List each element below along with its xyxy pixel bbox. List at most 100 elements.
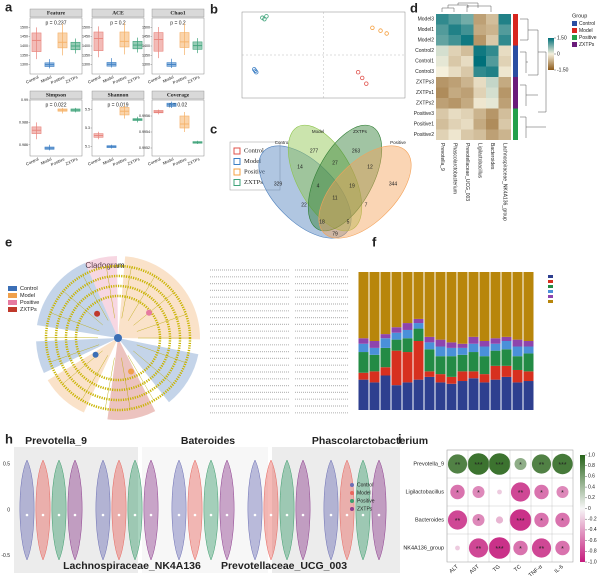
x-tick-label: ZXTPs: [127, 156, 141, 166]
cladogram-branch: [136, 314, 187, 332]
x-tick-label: Positive: [50, 74, 66, 85]
bar-segment: [402, 323, 413, 330]
bar-segment: [358, 338, 369, 344]
point: [370, 25, 375, 30]
box: [93, 31, 104, 51]
legend-label: Control: [579, 21, 595, 27]
bar-segment: [479, 272, 490, 341]
bar-segment: [457, 272, 468, 344]
y-tick-label: 0.5: [3, 461, 10, 467]
cell: [448, 77, 461, 88]
violin: [203, 459, 219, 561]
venn-count: 263: [352, 148, 361, 154]
cell: [448, 129, 461, 140]
row-label: Model2: [418, 38, 435, 44]
bar-segment: [435, 356, 446, 375]
cell: [498, 77, 511, 88]
bar-segment: [435, 382, 446, 410]
clade-node: [146, 309, 153, 316]
row-label: Control3: [415, 69, 434, 75]
bar-segment: [435, 374, 446, 383]
violin: [111, 459, 127, 561]
correlation-dot: [534, 512, 549, 528]
bar-segment: [468, 336, 479, 344]
row-label: NK4A136_group: [403, 545, 444, 551]
facet-title: ACE: [112, 10, 124, 16]
dendrogram: [441, 2, 492, 12]
row-label: Positive2: [414, 132, 435, 138]
cell: [436, 14, 449, 25]
bar-segment: [369, 371, 380, 383]
panel-bg: [272, 447, 400, 573]
legend-label: Model: [579, 28, 593, 34]
bar-segment: [523, 341, 534, 347]
x-tick-label: Model: [162, 74, 175, 83]
y-tick-label: 0.9954: [139, 130, 150, 134]
column-label: IL-6: [554, 564, 565, 575]
y-tick-label: 0.988: [19, 120, 28, 124]
clade-wedge: [107, 338, 156, 420]
significance: *: [477, 518, 480, 525]
colorbar-label: 1.50: [557, 35, 567, 41]
colorbar-label: 0.2: [588, 495, 595, 501]
colorbar-label: 0.4: [588, 484, 595, 490]
legend-label: Model: [20, 293, 35, 299]
column-label: TC: [513, 564, 522, 573]
venn-set: [318, 145, 412, 239]
violin-median: [177, 513, 181, 517]
legend-swatch: [572, 42, 577, 47]
legend-swatch: [8, 307, 17, 312]
bar-segment: [380, 272, 391, 335]
panel-bg: [142, 447, 268, 573]
bar-segment: [523, 381, 534, 410]
venn-count: 27: [332, 160, 338, 166]
y-tick-label: 1350: [142, 53, 150, 57]
bar-segment: [358, 343, 369, 353]
violin: [51, 459, 67, 561]
bar-segment: [479, 346, 490, 357]
group-bar: [513, 56, 518, 67]
column-label: Phascolarctobacterium: [451, 143, 457, 194]
legend-label: Control: [20, 286, 38, 292]
bar-segment: [490, 272, 501, 339]
row-label: Bacteroides: [415, 517, 444, 523]
cell: [498, 56, 511, 67]
colorbar-label: 1.0: [588, 452, 595, 458]
violin-median: [73, 513, 77, 517]
legend-swatch: [8, 300, 17, 305]
cell: [448, 45, 461, 56]
bar-segment: [490, 365, 501, 380]
clade-wedge: [118, 338, 199, 403]
row-label: Model1: [418, 27, 435, 33]
bar-segment: [391, 332, 402, 340]
bar-segment: [391, 339, 402, 351]
cell: [498, 45, 511, 56]
colorbar-label: -0.6: [588, 538, 597, 544]
legend-swatch: [548, 295, 553, 298]
significance: **: [518, 490, 524, 497]
cladogram-branch: [63, 291, 103, 326]
legend-label: Positive: [244, 168, 265, 175]
violin: [35, 459, 51, 561]
violin-median: [329, 513, 333, 517]
y-tick-label: 1500: [82, 25, 90, 29]
correlation-dot: [472, 514, 485, 526]
cell: [486, 129, 499, 140]
cell: [473, 56, 486, 67]
bar-segment: [468, 343, 479, 353]
cladogram-branch: [136, 344, 186, 363]
bar-segment: [468, 272, 479, 337]
cell: [473, 14, 486, 25]
violin-title: Bateroides: [181, 435, 235, 447]
cell: [473, 108, 486, 119]
column-label: Bacteroides: [489, 143, 495, 170]
bar-segment: [446, 347, 457, 357]
y-tick-label: 1350: [82, 53, 90, 57]
violin: [95, 459, 111, 561]
bar-segment: [358, 372, 369, 380]
y-tick-label: 0.9956: [139, 114, 150, 118]
bar-segment: [512, 369, 523, 383]
violin-median: [117, 513, 121, 517]
column-label: Prevotellaceae_UCG_003: [464, 143, 470, 201]
p-value: p = 0.019: [108, 102, 129, 108]
